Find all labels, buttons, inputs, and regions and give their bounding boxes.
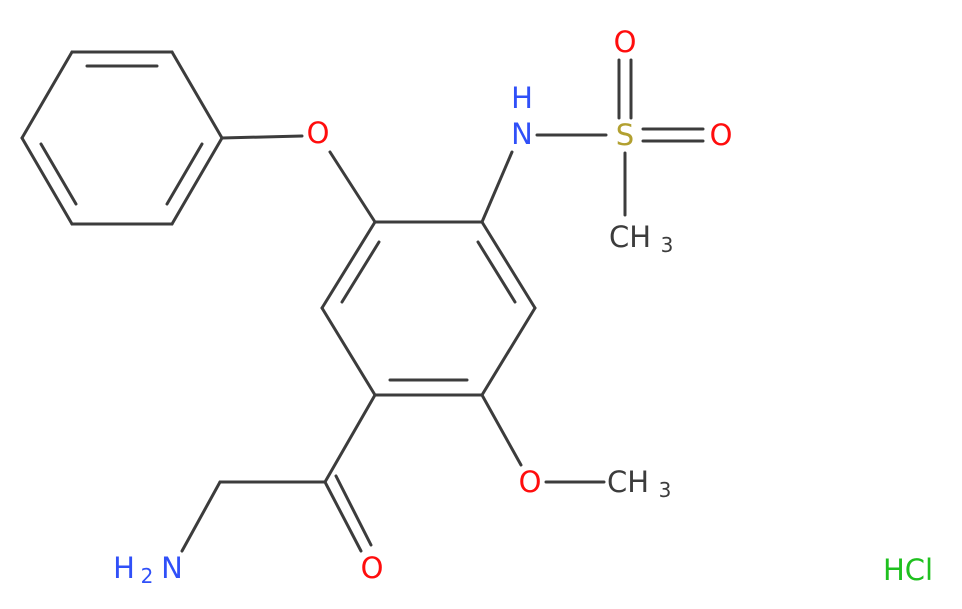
atom-subscript: 3 [661,233,674,257]
atom-label: N [161,551,183,585]
atom-label: H [511,81,533,115]
atom-labels: O N H S O O CH 3 O CH 3 H 2 N O HCl [113,25,933,588]
salt-label: HCl [883,553,933,587]
atom-label: H [113,551,135,585]
atom-label: CH [607,465,649,499]
atom-label: N [511,117,533,151]
atom-label: O [710,118,733,152]
atom-label: CH [609,220,651,254]
atom-subscript: 3 [659,478,672,502]
atom-label: O [361,551,384,585]
atom-label: O [519,465,542,499]
atom-label: O [307,116,330,150]
atom-label: S [616,118,634,152]
atom-label: O [614,25,637,59]
atom-subscript: 2 [141,564,154,588]
bonds [20,50,705,553]
